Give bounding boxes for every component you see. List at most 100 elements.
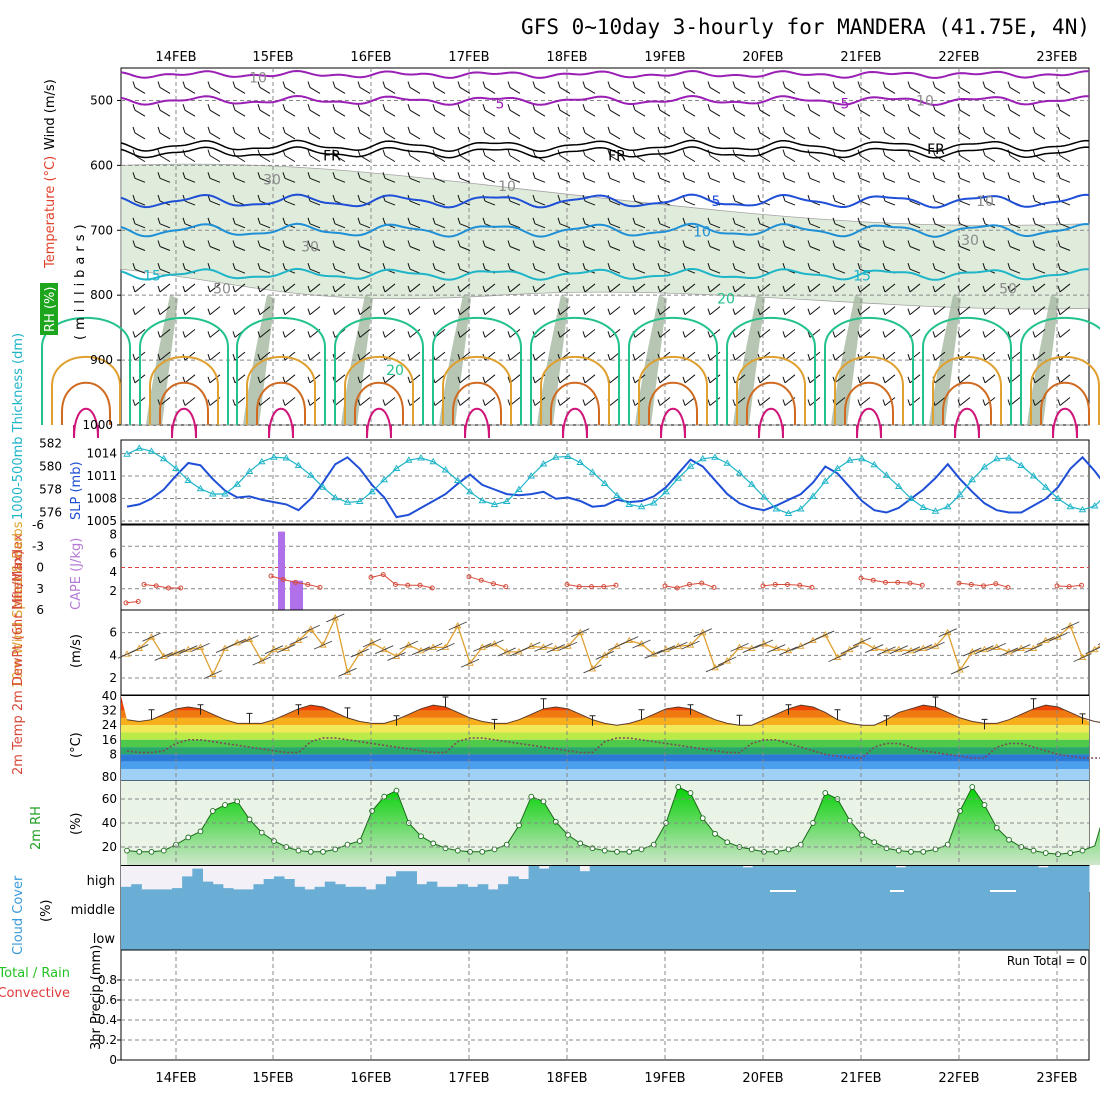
wind-barb [834,246,846,251]
wind-barb-flag [832,331,836,338]
wind-barb [584,397,596,406]
wind-barb-flag [282,240,286,247]
wind-barb-flag [207,331,211,338]
wind-barb-flag [907,104,911,111]
wind-barb-flag [382,149,386,156]
slp-point [1054,494,1062,501]
wind-barb-flag [132,240,136,247]
tick-label: 40 [102,816,117,830]
wind-barb [709,87,721,94]
wind-barb-flag [457,399,461,406]
cloud-high-bar [304,889,316,892]
cloud-high-bar [661,866,672,892]
wind-barb [559,223,571,229]
lifted-index-axis-label: Lifted Index [11,533,26,610]
contour-label: 50 [999,282,1017,298]
wind-barb [884,87,896,94]
tick-label: 8 [109,747,117,761]
rh-point [932,846,939,853]
wind-barb-flag [882,81,886,88]
slp-point [845,456,854,463]
wind10-barb [1012,644,1031,653]
wind-barb-flag [1007,240,1011,247]
cloud-high-bar [742,867,754,892]
wind-barb-flag [557,285,561,293]
wind-barb [559,177,571,183]
wind-barb-flag [482,376,486,383]
date-label-bottom: 20FEB [742,1071,783,1086]
wind-barb [1034,328,1046,338]
wind-barb [184,109,196,117]
tick-label: 40 [102,689,117,703]
wind-barb-flag [657,399,661,406]
wind-barb [334,306,346,316]
rh-point [1055,851,1061,858]
wind-barb-flag [1057,240,1061,247]
rh-point [1030,847,1037,854]
wind-barb-flag [207,126,211,134]
bl-contour [736,356,806,425]
wind10-barb [375,645,394,655]
wind-barb-flag [732,353,736,361]
wind-barb [409,268,421,274]
wind-barb [359,246,371,251]
wind-barb [834,200,846,206]
wind-barb [1059,109,1071,117]
wind-barb-flag [832,81,836,88]
wind-barb [309,109,321,117]
wind-barb [284,328,296,338]
wind-barb [534,246,546,251]
wind-barb [959,283,971,293]
wind-barb-flag [807,285,811,293]
wind-barb-flag [832,104,836,111]
wind-barb-flag [307,308,311,315]
wind-barb-flag [432,81,436,88]
wind-barb [1034,351,1046,361]
rh-column [635,295,667,425]
wind-barb-flag [132,285,136,293]
wind-barb [859,155,871,163]
wind-barb-flag [482,285,486,293]
slp-point [233,480,242,487]
wind-barb [659,177,671,183]
wind-barb-flag [407,285,411,293]
wind10-barb [301,624,320,634]
temp-line [126,704,1100,726]
wind-barb [584,374,596,384]
rh-point [295,847,302,854]
wind-barb [484,246,496,251]
li-segment [1056,584,1082,588]
wind-barb [534,223,546,229]
wind-barb [159,351,171,361]
wind-barb [509,223,521,229]
precip-frame [120,949,1090,1061]
temp-contour [120,193,1090,209]
wind-barb-flag [807,376,811,383]
rh-point [1079,847,1086,854]
rh-point [1067,850,1074,856]
wind-barb-flag [907,353,911,361]
minmax-marker [148,709,155,720]
wind-barb-flag [157,263,161,270]
wind-barb [409,351,421,361]
rh2m-grid [121,781,1089,865]
wind-barb [884,132,896,140]
wind-barb-flag [782,81,786,88]
wind-barb [959,177,971,183]
cloud-high-bar [406,871,417,892]
rh-point [638,846,645,853]
wind-barb [734,87,746,94]
li-segment [468,576,506,588]
contour-label: 10 [693,225,711,241]
wind-barb-flag [832,240,836,247]
wind-barb-flag [332,331,336,338]
wind-axis-label: Wind (m/s) [43,79,58,150]
rh-point [540,798,547,805]
li-segment [125,601,139,604]
cloud-high-bar [691,866,703,892]
wind-barb [284,246,296,251]
wind-barb [759,283,771,293]
tick-label: 576 [39,505,62,519]
